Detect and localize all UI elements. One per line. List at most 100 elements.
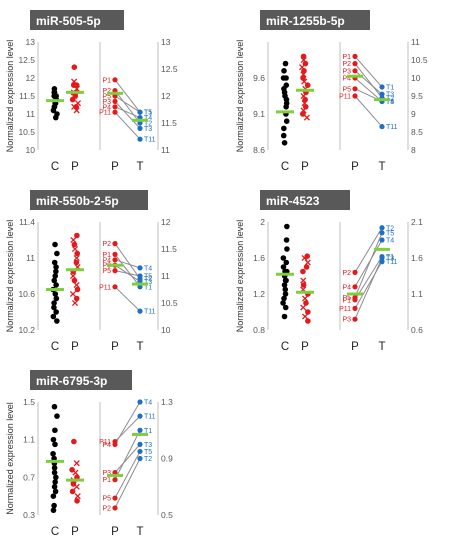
patient-cross: [70, 236, 77, 244]
patient-point: [70, 82, 77, 88]
y-axis-label: Normalized expression level: [5, 220, 15, 333]
control-point: [50, 313, 57, 320]
pair-category-label: P: [351, 161, 359, 173]
title-box: [30, 190, 148, 210]
control-point: [52, 114, 59, 121]
pair-line: [354, 257, 383, 320]
pair-t-point: [379, 91, 385, 97]
control-point: [282, 60, 289, 67]
control-point: [283, 118, 290, 124]
control-point: [53, 268, 59, 275]
left-tick-label: 10: [26, 145, 36, 155]
right-tick-label: 11: [161, 271, 170, 281]
category-label: P: [301, 161, 309, 173]
control-point: [282, 304, 289, 311]
patient-point: [74, 250, 81, 257]
panel-title: miR-4523: [266, 194, 320, 208]
pair-p-label: P2: [102, 241, 111, 248]
control-point: [51, 300, 57, 306]
left-tick-label: 11.5: [19, 91, 35, 101]
control-point: [53, 295, 60, 302]
pair-p-label: P1: [342, 54, 351, 61]
pair-t-label: T11: [144, 414, 156, 421]
pair-t-label: T1: [386, 254, 394, 261]
control-point: [51, 502, 57, 509]
pair-line: [114, 286, 141, 312]
right-tick-label: 1.3: [161, 397, 173, 407]
left-tick-label: 0.8: [253, 325, 265, 335]
pair-t-point: [379, 259, 385, 265]
pair-p-point: [112, 109, 118, 115]
pair-category-label: T: [136, 161, 143, 173]
left-tick-label: 12: [26, 73, 36, 83]
patient-cross: [72, 469, 79, 476]
pair-p-label: P1: [102, 252, 111, 259]
control-point: [52, 241, 58, 248]
pair-p-label: P1: [102, 477, 111, 484]
panel-5: miR-6795-3p Normalized expression level 0.…: [5, 370, 173, 538]
pair-p-point: [352, 316, 358, 322]
pair-p-label: P4: [342, 76, 351, 83]
panel-title: miR-1255b-5p: [266, 14, 345, 28]
pair-t-label: T5: [144, 449, 152, 456]
pair-category-label: P: [111, 161, 119, 173]
pair-line: [114, 415, 141, 442]
control-point: [50, 493, 57, 499]
control-point: [281, 140, 288, 146]
patient-cross: [73, 281, 80, 289]
patient-point: [304, 82, 311, 88]
pair-t-label: T5: [144, 274, 152, 281]
pair-category-label: T: [136, 341, 143, 353]
patient-point: [302, 104, 309, 110]
right-tick-label: 0.6: [411, 325, 423, 335]
right-tick-label: 10: [411, 73, 421, 83]
pair-t-label: T4: [386, 99, 394, 106]
control-point: [51, 469, 58, 476]
pair-category-label: T: [378, 161, 385, 173]
pair-line: [114, 106, 141, 119]
patient-point: [72, 93, 79, 99]
pair-t-point: [137, 399, 143, 405]
pair-t-label: T11: [386, 259, 398, 266]
pair-t-label: T3: [386, 256, 394, 263]
control-point: [283, 259, 290, 266]
category-label: P: [71, 161, 79, 173]
pair-line: [114, 243, 141, 279]
pair-t-point: [379, 124, 385, 130]
control-point: [281, 125, 287, 132]
patient-point: [71, 277, 78, 284]
control-point: [51, 304, 57, 311]
pair-p-label: P5: [102, 94, 111, 101]
category-label: C: [51, 341, 59, 353]
patient-cross: [300, 304, 307, 311]
pair-t-label: T1: [386, 85, 394, 92]
pair-p-point: [112, 241, 118, 247]
control-point: [52, 479, 58, 485]
pair-p-label: P3: [102, 470, 111, 477]
patient-point: [74, 286, 81, 293]
pair-t-label: T11: [386, 124, 398, 131]
patient-point: [303, 300, 309, 306]
left-tick-label: 11: [26, 109, 35, 119]
pair-t-point: [137, 455, 143, 462]
pair-p-label: P2: [342, 270, 351, 277]
pair-t-label: T2: [386, 225, 394, 232]
control-point: [280, 132, 287, 139]
pair-t-label: T4: [144, 265, 152, 272]
right-tick-label: 9.5: [411, 91, 423, 101]
pair-t-label: T2: [144, 276, 152, 283]
left-tick-label: 10.5: [18, 127, 35, 137]
pair-line: [114, 458, 141, 509]
pair-p-label: P11: [99, 110, 111, 117]
control-point: [281, 68, 287, 74]
pair-t-point: [137, 265, 143, 271]
left-tick-label: 11.4: [19, 217, 35, 227]
patient-point: [71, 241, 78, 248]
pair-t-label: T3: [144, 126, 152, 133]
pair-p-point: [352, 68, 358, 74]
panel-title: miR-505-5p: [36, 14, 101, 28]
pair-p-point: [352, 93, 358, 99]
pair-t-label: T3: [144, 442, 152, 449]
y-axis-label: Normalized expression level: [235, 40, 245, 153]
